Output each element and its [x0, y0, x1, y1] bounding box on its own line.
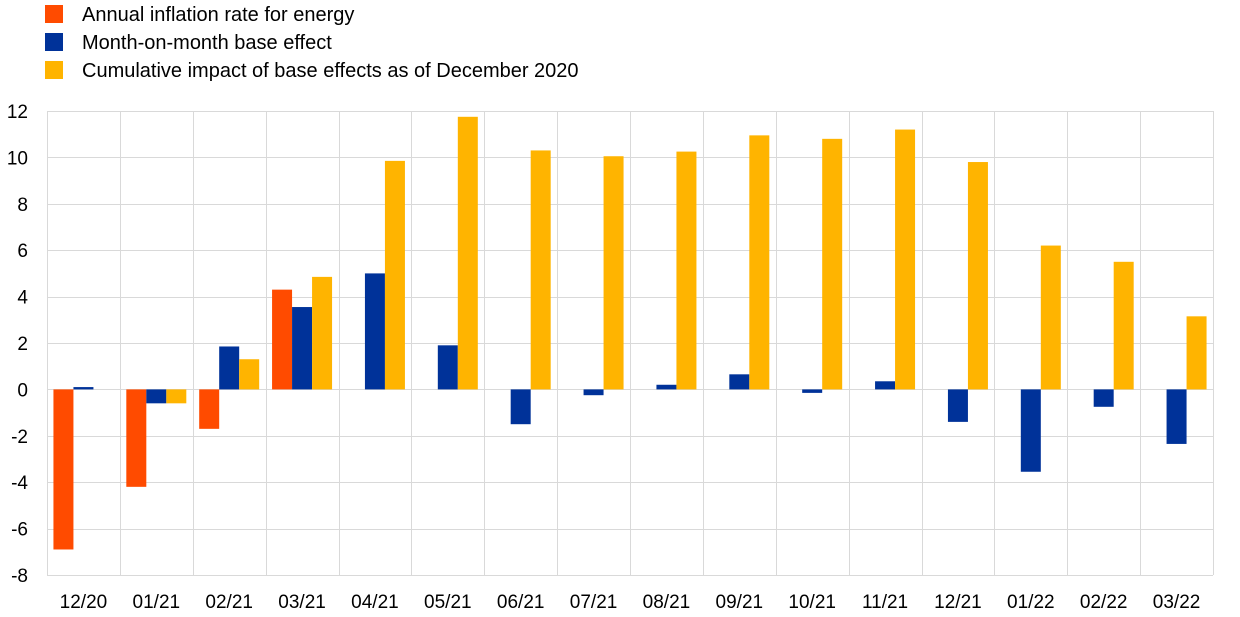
bar-s2-08-21: [676, 151, 697, 390]
bar-s1-01-22: [1020, 389, 1041, 472]
x-tick-label-1: 01/21: [133, 592, 181, 613]
y-tick-label-10: 12: [7, 102, 28, 123]
y-tick-label-6: 4: [17, 288, 28, 309]
bar-s0-01-21: [126, 389, 147, 487]
x-tick-label-10: 10/21: [788, 592, 836, 613]
y-axis-ticks: -8 -6 -4 -2 0 2 4 6 8 10 12: [7, 102, 29, 587]
x-tick-label-9: 09/21: [716, 592, 764, 613]
x-tick-label-11: 11/21: [862, 592, 908, 613]
bar-s1-02-22: [1093, 389, 1114, 407]
bar-s2-12-21: [967, 162, 988, 390]
bar-s2-02-21: [239, 359, 260, 390]
y-tick-label-4: 0: [17, 380, 28, 401]
legend-label-1: Month-on-month base effect: [82, 32, 332, 54]
bar-s2-03-21: [312, 276, 333, 390]
bar-s2-05-21: [457, 116, 478, 390]
x-tick-label-5: 05/21: [424, 592, 472, 613]
x-tick-label-6: 06/21: [497, 592, 545, 613]
bar-s2-11-21: [895, 129, 916, 390]
bar-s2-01-21: [166, 389, 187, 404]
bar-s1-05-21: [437, 345, 458, 390]
bar-s2-07-21: [603, 156, 624, 390]
bar-s1-12-20: [73, 387, 94, 390]
y-tick-label-1: -6: [11, 520, 28, 541]
bar-s2-02-22: [1113, 261, 1134, 390]
bar-s1-12-21: [947, 389, 968, 422]
x-tick-label-8: 08/21: [643, 592, 691, 613]
bar-s1-09-21: [729, 374, 750, 390]
bar-s0-02-21: [199, 389, 220, 429]
bar-s1-03-21: [292, 307, 313, 390]
bar-s1-01-21: [146, 389, 167, 404]
bar-s1-10-21: [802, 389, 823, 393]
x-tick-label-4: 04/21: [351, 592, 399, 613]
y-tick-label-0: -8: [11, 566, 28, 587]
legend-swatch-2: [45, 61, 63, 79]
x-tick-label-12: 12/21: [934, 592, 982, 613]
bar-s1-02-21: [219, 346, 240, 390]
bar-s2-04-21: [384, 160, 405, 390]
y-tick-label-9: 10: [7, 148, 28, 169]
x-tick-label-15: 03/22: [1153, 592, 1201, 613]
x-tick-label-2: 02/21: [205, 592, 253, 613]
bar-s1-06-21: [510, 389, 531, 425]
bar-s0-03-21: [272, 289, 293, 390]
legend-label-2: Cumulative impact of base effects as of …: [82, 60, 579, 82]
bar-s2-03-22: [1186, 316, 1207, 390]
legend-swatch-0: [45, 5, 63, 23]
x-axis-ticks: 12/20 01/21 02/21 03/21 04/21 05/21 06/21 07/21…: [60, 592, 1201, 613]
x-tick-label-14: 02/22: [1080, 592, 1128, 613]
y-tick-label-8: 8: [17, 195, 28, 216]
x-tick-label-7: 07/21: [570, 592, 618, 613]
bar-s1-07-21: [583, 389, 604, 396]
y-tick-label-3: -2: [11, 427, 28, 448]
bar-s1-11-21: [875, 381, 896, 390]
bar-s2-01-22: [1040, 245, 1061, 390]
chart-grid: [47, 111, 1214, 576]
bar-s1-03-22: [1166, 389, 1187, 444]
bar-s1-04-21: [364, 273, 385, 390]
x-tick-label-0: 12/20: [60, 592, 108, 613]
x-tick-label-13: 01/22: [1007, 592, 1055, 613]
bar-s2-06-21: [530, 150, 551, 390]
chart-legend: Annual inflation rate for energy Month-on…: [45, 4, 579, 82]
bar-s0-12-20: [53, 389, 74, 550]
y-tick-label-7: 6: [17, 241, 28, 262]
bar-s2-09-21: [749, 135, 770, 390]
bar-s2-10-21: [822, 138, 843, 390]
legend-label-0: Annual inflation rate for energy: [82, 4, 354, 26]
chart-bars: [53, 116, 1207, 550]
bar-s1-08-21: [656, 384, 677, 390]
legend-swatch-1: [45, 33, 63, 51]
x-tick-label-3: 03/21: [278, 592, 326, 613]
y-tick-label-2: -4: [11, 473, 28, 494]
y-tick-label-5: 2: [17, 334, 28, 355]
